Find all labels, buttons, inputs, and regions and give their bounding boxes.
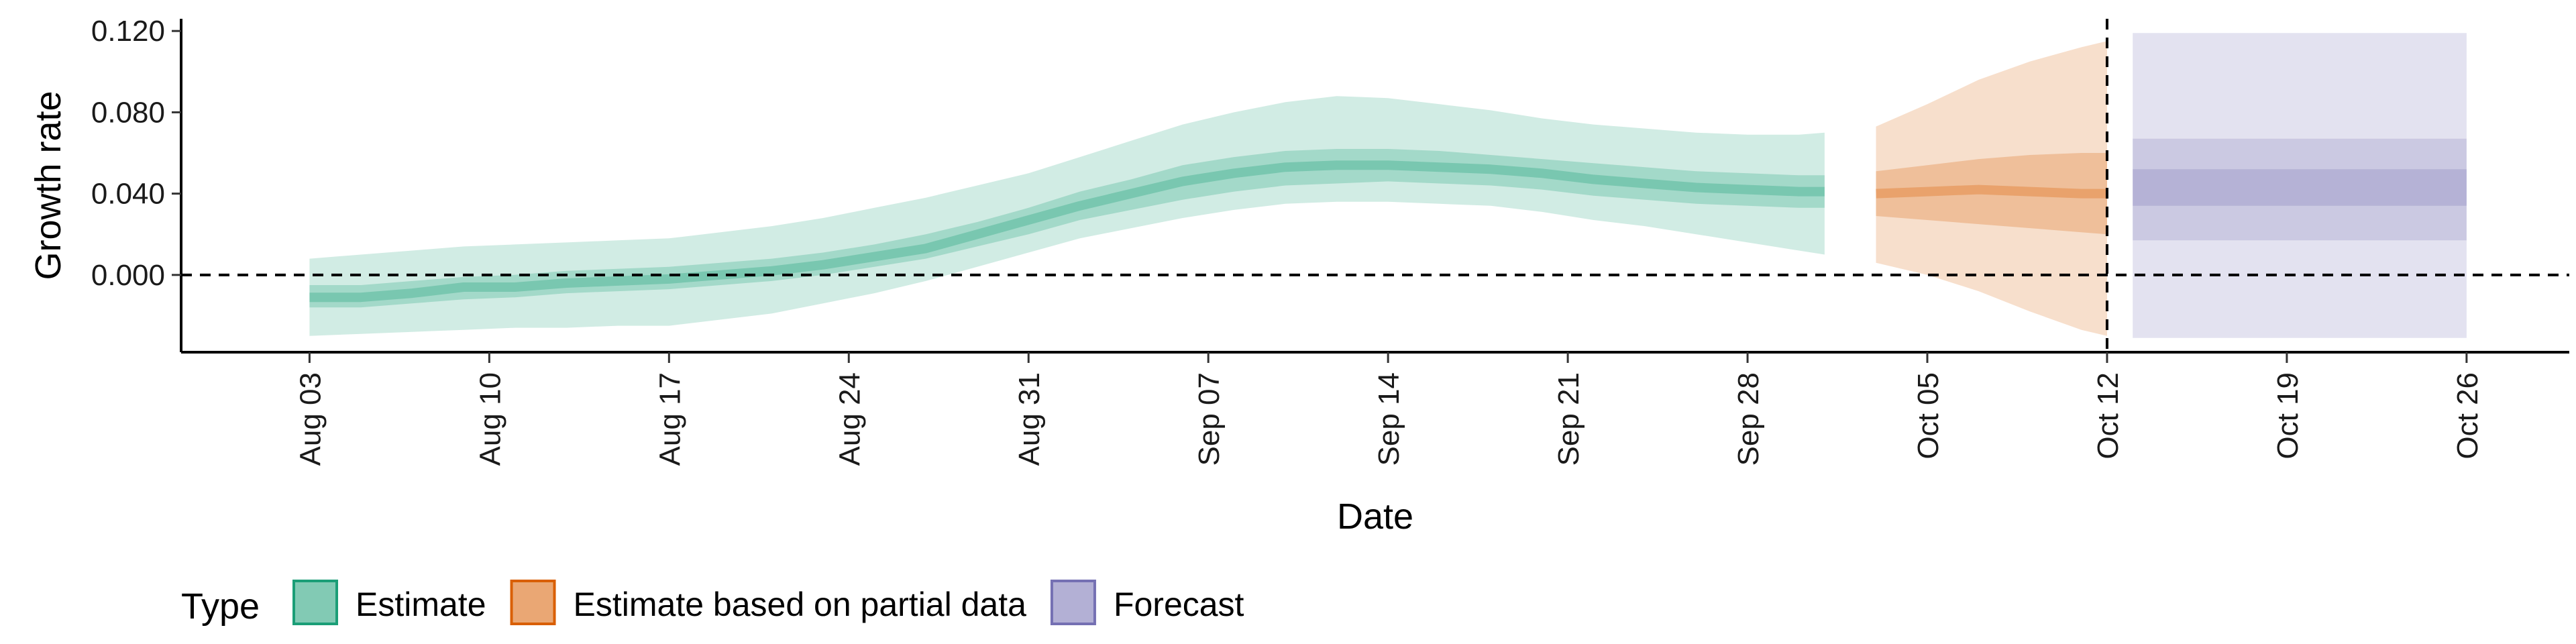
- x-tick-label: Oct 19: [2271, 372, 2304, 460]
- x-tick-label: Sep 21: [1552, 372, 1585, 466]
- legend-title: Type: [181, 586, 260, 627]
- y-tick-label: 0.000: [91, 259, 165, 292]
- x-tick-label: Aug 10: [474, 372, 506, 466]
- series-1-band-90: [1876, 41, 2107, 336]
- x-tick-label: Oct 26: [2451, 372, 2484, 460]
- legend-key-2: [1050, 580, 1096, 625]
- legend: Type Estimate Estimate based on partial d…: [181, 580, 1244, 627]
- series-0-median-line: [309, 160, 1825, 303]
- uncertainty-bands: [309, 33, 2467, 338]
- x-tick-label: Aug 31: [1013, 372, 1046, 466]
- x-tick-label: Aug 24: [833, 372, 866, 466]
- y-tick-label: 0.080: [91, 96, 165, 129]
- x-tick-label: Sep 07: [1193, 372, 1226, 466]
- series-1-median-line: [1876, 184, 2107, 199]
- series-0-band-50: [309, 149, 1825, 308]
- x-tick-label: Oct 12: [2092, 372, 2125, 460]
- y-tick-label: 0.040: [91, 178, 165, 211]
- series-2-band-90: [2133, 33, 2467, 338]
- axes: 0.000 0.040 0.080 0.120 Aug 03 Aug 10 Aug 17 Au…: [91, 15, 2569, 466]
- reference-lines: [181, 19, 2569, 352]
- legend-entry-0: Estimate: [356, 586, 486, 623]
- legend-key-0: [292, 580, 338, 625]
- y-tick-label: 0.120: [91, 15, 165, 48]
- y-axis-title: Growth rate: [28, 91, 68, 280]
- series-2-band-50: [2133, 169, 2467, 206]
- legend-entry-1: Estimate based on partial data: [574, 586, 1027, 623]
- series-1-band-50: [1876, 153, 2107, 235]
- legend-key-1: [510, 580, 556, 625]
- x-tick-label: Aug 17: [653, 372, 686, 466]
- legend-entry-2: Forecast: [1114, 586, 1244, 623]
- x-axis-title: Date: [1337, 496, 1413, 537]
- series-2-band-30: [2133, 138, 2467, 241]
- x-tick-label: Oct 05: [1912, 372, 1945, 460]
- x-tick-label: Sep 14: [1373, 372, 1405, 466]
- x-tick-label: Aug 03: [294, 372, 327, 466]
- x-tick-label: Sep 28: [1732, 372, 1765, 466]
